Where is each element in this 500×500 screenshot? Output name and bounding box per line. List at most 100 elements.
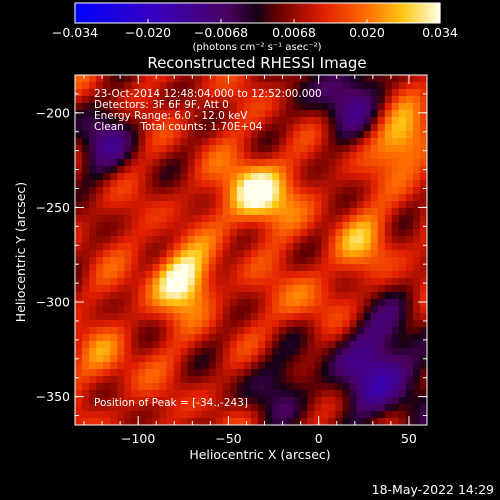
- image-pixel: [194, 117, 203, 125]
- image-pixel: [208, 159, 217, 167]
- image-pixel: [194, 334, 203, 342]
- image-pixel: [391, 138, 400, 146]
- image-pixel: [405, 201, 414, 209]
- image-pixel: [96, 264, 104, 272]
- image-pixel: [356, 103, 365, 111]
- image-pixel: [314, 229, 322, 237]
- image-pixel: [363, 376, 372, 384]
- image-pixel: [243, 75, 252, 83]
- image-pixel: [145, 341, 153, 349]
- image-pixel: [187, 124, 196, 132]
- image-pixel: [222, 236, 231, 244]
- image-pixel: [342, 306, 351, 314]
- image-pixel: [166, 110, 175, 118]
- colorbar-cell: [102, 3, 107, 23]
- image-pixel: [152, 215, 160, 223]
- image-pixel: [419, 362, 428, 370]
- image-pixel: [314, 376, 322, 384]
- image-pixel: [173, 82, 182, 90]
- image-pixel: [265, 285, 273, 293]
- colorbar-cell: [135, 3, 140, 23]
- image-pixel: [342, 397, 351, 405]
- colorbar-cell: [318, 3, 322, 23]
- image-pixel: [293, 355, 301, 363]
- image-pixel: [419, 152, 428, 160]
- image-pixel: [412, 362, 421, 370]
- image-pixel: [229, 243, 238, 251]
- image-pixel: [279, 159, 287, 167]
- image-pixel: [321, 194, 329, 202]
- image-pixel: [243, 166, 252, 174]
- image-pixel: [391, 229, 400, 237]
- image-pixel: [314, 208, 322, 216]
- image-pixel: [152, 166, 160, 174]
- image-pixel: [159, 187, 168, 195]
- image-pixel: [82, 327, 90, 335]
- image-pixel: [300, 362, 308, 370]
- image-pixel: [419, 117, 428, 125]
- image-pixel: [194, 89, 203, 97]
- image-pixel: [82, 138, 90, 146]
- image-pixel: [75, 138, 83, 146]
- image-pixel: [236, 306, 245, 314]
- image-pixel: [173, 418, 182, 426]
- image-pixel: [405, 89, 414, 97]
- image-pixel: [222, 369, 231, 377]
- image-pixel: [131, 243, 139, 251]
- image-pixel: [243, 257, 252, 265]
- image-pixel: [124, 117, 132, 125]
- image-pixel: [166, 292, 175, 300]
- image-pixel: [89, 117, 97, 125]
- image-pixel: [152, 327, 160, 335]
- image-pixel: [405, 152, 414, 160]
- image-pixel: [159, 327, 168, 335]
- image-pixel: [293, 397, 301, 405]
- image-pixel: [145, 187, 153, 195]
- image-pixel: [258, 138, 266, 146]
- image-pixel: [89, 320, 97, 328]
- image-pixel: [145, 285, 153, 293]
- image-pixel: [370, 397, 379, 405]
- image-pixel: [398, 201, 407, 209]
- image-pixel: [243, 194, 252, 202]
- image-pixel: [342, 299, 351, 307]
- image-pixel: [412, 145, 421, 153]
- image-pixel: [194, 397, 203, 405]
- image-pixel: [251, 124, 259, 132]
- image-pixel: [356, 152, 365, 160]
- image-pixel: [138, 264, 146, 272]
- image-pixel: [405, 82, 414, 90]
- image-pixel: [145, 376, 153, 384]
- image-pixel: [391, 306, 400, 314]
- image-pixel: [229, 159, 238, 167]
- image-pixel: [236, 257, 245, 265]
- image-pixel: [363, 369, 372, 377]
- image-pixel: [314, 96, 322, 104]
- image-pixel: [138, 327, 146, 335]
- image-pixel: [89, 166, 97, 174]
- image-pixel: [251, 229, 259, 237]
- image-pixel: [293, 117, 301, 125]
- image-pixel: [89, 383, 97, 391]
- image-pixel: [384, 138, 393, 146]
- image-pixel: [145, 313, 153, 321]
- image-pixel: [180, 152, 189, 160]
- image-pixel: [349, 180, 358, 188]
- image-pixel: [124, 152, 132, 160]
- image-pixel: [96, 131, 104, 139]
- image-pixel: [251, 299, 259, 307]
- image-pixel: [391, 236, 400, 244]
- image-pixel: [356, 404, 365, 412]
- colorbar-cell: [93, 3, 97, 23]
- image-pixel: [279, 229, 287, 237]
- image-pixel: [180, 299, 189, 307]
- image-pixel: [419, 194, 428, 202]
- image-pixel: [159, 222, 168, 230]
- image-pixel: [335, 166, 344, 174]
- image-pixel: [236, 215, 245, 223]
- colorbar-tick-label: 0.0068: [272, 25, 316, 40]
- image-pixel: [103, 131, 111, 139]
- image-pixel: [384, 376, 393, 384]
- image-pixel: [419, 327, 428, 335]
- colorbar-cell: [221, 3, 225, 23]
